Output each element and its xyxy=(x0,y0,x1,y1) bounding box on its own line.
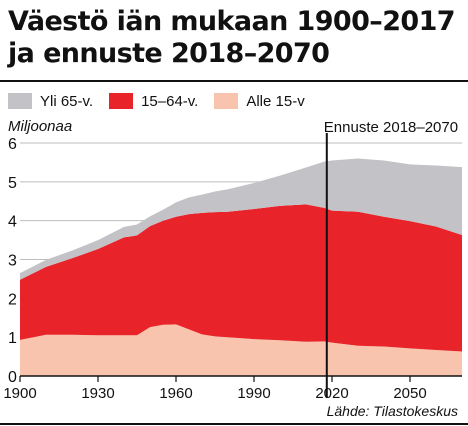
legend-item-15-64: 15–64-v. xyxy=(109,93,198,110)
legend-item-over-65: Yli 65-v. xyxy=(8,93,93,110)
y-tick-label-6: 6 xyxy=(8,136,17,153)
y-tick-label-4: 4 xyxy=(8,214,17,231)
bottom-rule xyxy=(0,423,468,425)
area-series-1 xyxy=(20,204,462,352)
source-note: Lähde: Tilastokeskus xyxy=(326,403,458,419)
area-series-2 xyxy=(20,158,462,280)
legend-item-under-15: Alle 15-v xyxy=(214,92,305,110)
legend-swatch-under-15 xyxy=(214,93,239,109)
x-tick-label-1: 1930 xyxy=(81,385,114,402)
x-tick-label-2: 1960 xyxy=(159,385,192,402)
legend-swatch-over-65 xyxy=(8,93,32,109)
legend-label-under-15: Alle 15-v xyxy=(246,92,305,110)
x-tick-label-3: 1990 xyxy=(237,385,270,402)
y-tick-label-2: 2 xyxy=(8,291,17,308)
x-tick-label-5: 2050 xyxy=(393,385,426,402)
forecast-label: Ennuste 2018–2070 xyxy=(324,119,458,136)
legend-label-over-65: Yli 65-v. xyxy=(40,92,94,110)
y-tick-label-1: 1 xyxy=(8,330,17,347)
x-tick-label-0: 1900 xyxy=(3,385,36,402)
y-axis-label: Miljoonaa xyxy=(8,118,73,135)
y-tick-label-3: 3 xyxy=(8,253,17,270)
legend-label-15-64: 15–64-v. xyxy=(141,92,199,110)
x-tick-label-4: 2020 xyxy=(315,385,348,402)
y-tick-label-5: 5 xyxy=(8,175,17,192)
area-series-0 xyxy=(20,324,462,376)
top-rule xyxy=(0,80,468,82)
chart-title: Väestö iän mukaan 1900–2017 ja ennuste 2… xyxy=(8,6,456,69)
legend-swatch-15-64 xyxy=(109,93,134,109)
legend: Yli 65-v. 15–64-v. Alle 15-v xyxy=(8,89,321,113)
y-tick-label-0: 0 xyxy=(8,369,17,386)
